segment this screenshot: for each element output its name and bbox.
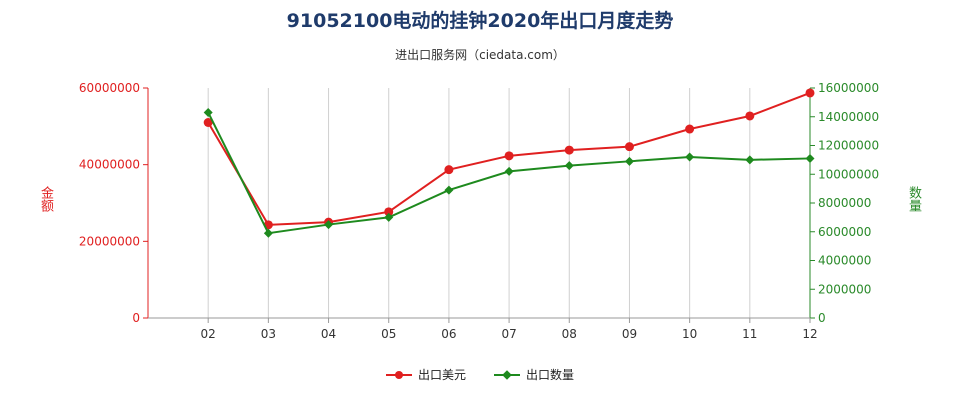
- left-tick-label: 40000000: [79, 158, 140, 172]
- data-point: [384, 212, 394, 222]
- data-point: [203, 107, 213, 117]
- data-point: [745, 111, 755, 121]
- data-point: [745, 155, 755, 165]
- legend: 出口美元 出口数量: [0, 366, 960, 383]
- legend-item-export-qty[interactable]: 出口数量: [494, 366, 574, 383]
- legend-label: 出口美元: [417, 368, 466, 382]
- x-tick-label: 03: [261, 327, 276, 341]
- x-tick-label: 04: [321, 327, 336, 341]
- x-tick-label: 11: [742, 327, 757, 341]
- left-axis-label: 金额: [38, 186, 53, 212]
- x-tick-label: 08: [562, 327, 577, 341]
- right-tick-label: 14000000: [818, 110, 879, 124]
- x-tick-label: 02: [201, 327, 216, 341]
- right-tick-label: 2000000: [818, 282, 871, 296]
- x-tick-label: 09: [622, 327, 637, 341]
- right-tick-label: 10000000: [818, 167, 879, 181]
- right-tick-label: 4000000: [818, 254, 871, 268]
- data-point: [504, 151, 514, 161]
- right-tick-label: 0: [818, 311, 826, 325]
- right-tick-label: 12000000: [818, 139, 879, 153]
- data-point: [624, 142, 634, 152]
- x-tick-label: 10: [682, 327, 697, 341]
- left-tick-label: 60000000: [79, 81, 140, 95]
- left-tick-label: 20000000: [79, 234, 140, 248]
- data-point: [805, 88, 815, 98]
- x-tick-label: 07: [501, 327, 516, 341]
- data-point: [324, 220, 334, 230]
- legend-item-export-usd[interactable]: 出口美元: [385, 366, 466, 383]
- data-point: [504, 166, 514, 176]
- data-point: [685, 152, 695, 162]
- x-tick-label: 06: [441, 327, 456, 341]
- data-point: [263, 228, 273, 238]
- data-point: [203, 118, 213, 127]
- data-point: [384, 207, 394, 217]
- data-point: [564, 145, 574, 155]
- right-tick-label: 8000000: [818, 196, 871, 210]
- x-tick-label: 12: [802, 327, 817, 341]
- legend-swatch-red-icon: [385, 369, 412, 381]
- right-tick-label: 16000000: [818, 81, 879, 95]
- legend-swatch-green-icon: [494, 369, 520, 381]
- right-tick-label: 6000000: [818, 225, 871, 239]
- data-point: [444, 165, 454, 175]
- legend-label: 出口数量: [526, 368, 575, 382]
- data-point: [624, 156, 634, 166]
- data-point: [805, 153, 815, 163]
- chart-subtitle: 进出口服务网（ciedata.com）: [395, 48, 565, 62]
- data-point: [685, 124, 695, 134]
- data-point: [564, 161, 574, 171]
- chart-title: 91052100电动的挂钟2020年出口月度走势: [286, 10, 674, 32]
- x-tick-label: 05: [381, 327, 396, 341]
- data-point: [444, 185, 454, 195]
- right-axis-label: 数量: [906, 186, 921, 212]
- left-tick-label: 0: [132, 311, 140, 325]
